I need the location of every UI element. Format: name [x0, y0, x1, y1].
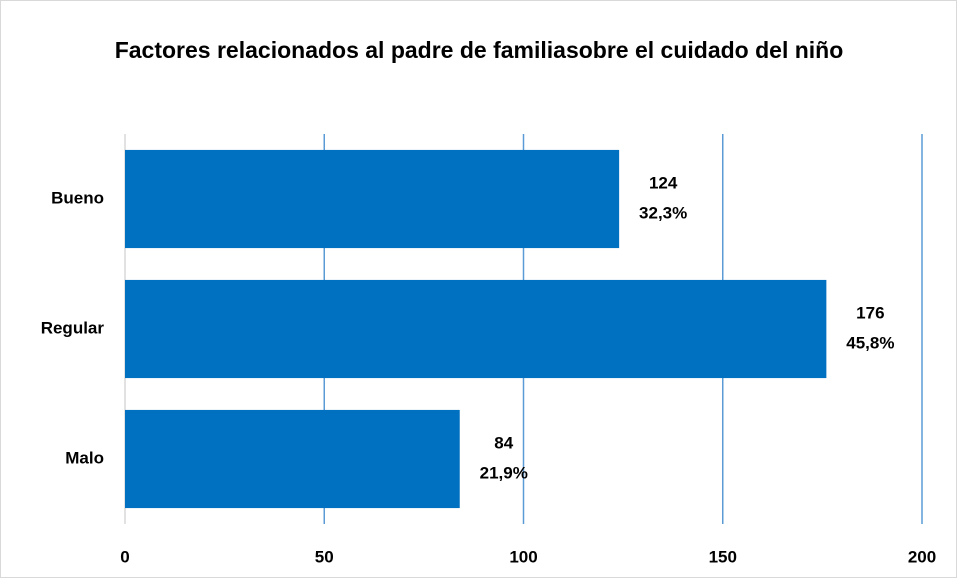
data-label: 84 [494, 433, 513, 452]
x-tick-label: 0 [120, 547, 129, 566]
x-tick-label: 150 [709, 547, 737, 566]
y-tick-label: Malo [65, 448, 104, 467]
bar [125, 409, 460, 509]
percent-label: 32,3% [639, 203, 687, 222]
x-tick-label: 100 [509, 547, 537, 566]
chart-title: Factores relacionados al padre de famili… [114, 37, 844, 63]
y-tick-label: Regular [41, 318, 105, 337]
data-label: 124 [649, 173, 678, 192]
bar [125, 279, 827, 379]
y-tick-label: Bueno [51, 188, 104, 207]
x-tick-label: 200 [908, 547, 936, 566]
percent-label: 21,9% [480, 463, 528, 482]
percent-label: 45,8% [846, 333, 894, 352]
bar [125, 149, 620, 249]
x-tick-label: 50 [315, 547, 334, 566]
data-label: 176 [856, 303, 884, 322]
